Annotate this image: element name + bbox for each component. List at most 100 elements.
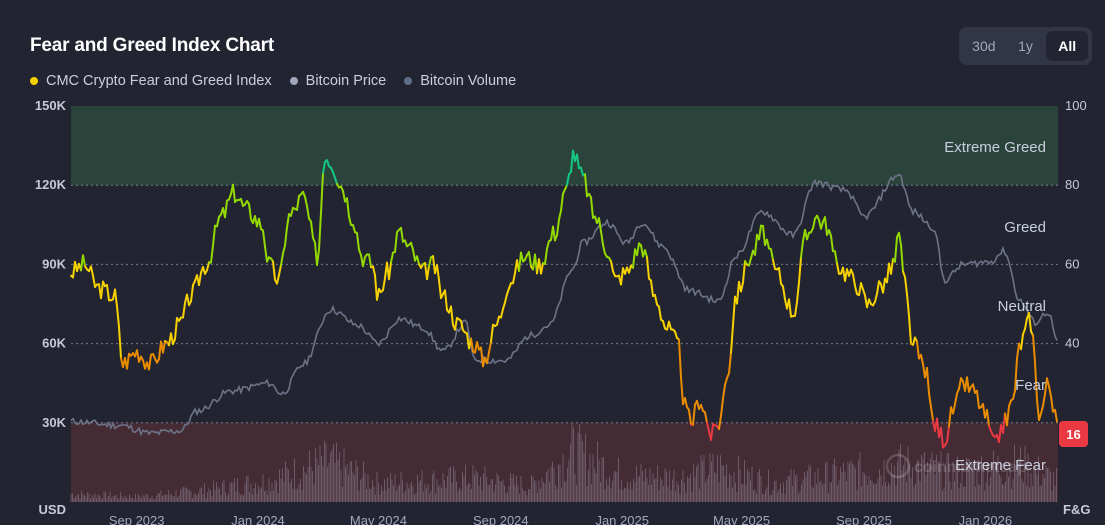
legend-label: CMC Crypto Fear and Greed Index [46,73,272,89]
x-axis-tick: May 2025 [713,513,770,525]
fear-greed-segment [628,264,632,274]
fear-greed-segment [400,226,404,243]
right-axis-tick: 40 [1065,336,1079,351]
fear-greed-segment [282,244,286,255]
legend-label: Bitcoin Volume [420,73,517,89]
fear-greed-segment [874,292,878,303]
fear-greed-segment [770,248,774,262]
fear-greed-segment [566,173,570,186]
fear-greed-segment [828,229,832,237]
fear-greed-segment [320,171,324,214]
fear-greed-segment [504,293,508,304]
fear-greed-segment [584,173,588,198]
zone-band [71,106,1058,186]
fear-greed-segment [966,376,970,393]
fear-greed-segment [326,159,330,168]
fear-greed-segment [646,256,650,280]
fear-greed-segment [486,351,490,365]
fear-greed-segment [444,289,448,312]
fear-greed-segment [700,403,704,412]
fear-greed-segment [904,276,908,296]
fear-greed-segment [1032,334,1036,364]
fear-greed-segment [986,409,990,427]
fear-greed-segment [436,264,440,281]
fear-greed-segment [362,255,366,268]
fear-greed-segment [410,241,414,251]
zone-label: Greed [1004,219,1046,236]
left-axis-tick: 90K [42,256,66,271]
fear-greed-segment [280,252,284,266]
fear-greed-segment [136,349,140,363]
fear-greed-segment [488,340,492,354]
fear-greed-segment [908,314,912,346]
fear-greed-segment [1040,404,1044,415]
fear-greed-segment [1006,405,1010,427]
right-axis-unit: F&G [1063,502,1090,517]
fear-greed-segment [598,217,602,233]
fear-greed-segment [540,262,544,275]
watermark-icon [885,453,911,479]
legend-label: Bitcoin Price [305,73,387,89]
fear-greed-segment [952,403,956,415]
fear-greed-segment [334,176,338,185]
fear-greed-segment [258,217,262,231]
fear-greed-segment [1042,392,1046,407]
fear-greed-segment [928,392,932,409]
right-axis-tick: 60 [1065,256,1079,271]
x-axis-tick: Sep 2024 [473,513,529,525]
fear-greed-segment [1020,333,1024,351]
left-axis-tick: 60K [42,336,66,351]
x-axis-tick: Sep 2023 [109,513,165,525]
fear-greed-segment [306,205,310,220]
fear-greed-segment [148,353,152,371]
fear-greed-segment [820,220,824,230]
chart-legend: CMC Crypto Fear and Greed Index Bitcoin … [30,73,516,89]
fear-greed-segment [778,266,782,285]
legend-item-bitcoin-volume[interactable]: Bitcoin Volume [404,73,516,89]
fear-greed-segment [684,397,688,409]
watermark-logo: coinmarketcap [885,453,1027,479]
fear-greed-segment [674,330,678,340]
fear-greed-segment [1014,357,1018,392]
fear-greed-segment [720,397,724,417]
fear-greed-segment [322,160,326,174]
range-tab-1y[interactable]: 1y [1018,38,1033,54]
left-axis-unit: USD [39,502,66,517]
fear-greed-segment [958,377,962,390]
x-axis-tick: Sep 2025 [836,513,892,525]
fear-greed-segment [1034,361,1038,401]
fear-greed-segment [470,337,474,353]
fear-greed-segment [1054,408,1058,423]
fear-greed-segment [356,231,360,251]
fear-greed-segment [500,308,504,319]
fear-greed-segment [382,277,386,292]
fear-greed-segment [882,277,886,294]
fear-greed-segment [432,255,436,275]
legend-item-fear-greed[interactable]: CMC Crypto Fear and Greed Index [30,73,272,89]
fear-greed-segment [836,262,840,275]
fear-greed-segment [610,260,614,273]
x-axis-tick: Jan 2025 [595,513,649,525]
time-range-tabs: 30d 1y All [959,27,1092,65]
range-tab-all[interactable]: All [1046,31,1089,61]
x-axis-tick: Jan 2024 [231,513,285,525]
fear-greed-segment [1036,398,1040,422]
fear-greed-segment [854,284,858,296]
fear-greed-segment [332,171,336,179]
fear-greed-segment [692,403,696,426]
fear-greed-segment [900,243,904,273]
fear-greed-segment [704,411,708,424]
right-axis-tick: 80 [1065,177,1079,192]
fear-greed-segment [1038,412,1042,422]
legend-item-bitcoin-price[interactable]: Bitcoin Price [289,73,387,89]
fear-greed-segment [198,271,202,287]
range-tab-30d[interactable]: 30d [972,38,996,54]
fear-greed-segment [490,323,494,343]
fear-greed-segment [290,206,294,217]
fear-greed-segment [374,274,378,301]
fear-greed-segment [286,213,290,229]
fear-greed-segment [662,320,666,330]
left-axis-tick: 150K [35,98,67,113]
fear-greed-segment [232,183,236,203]
